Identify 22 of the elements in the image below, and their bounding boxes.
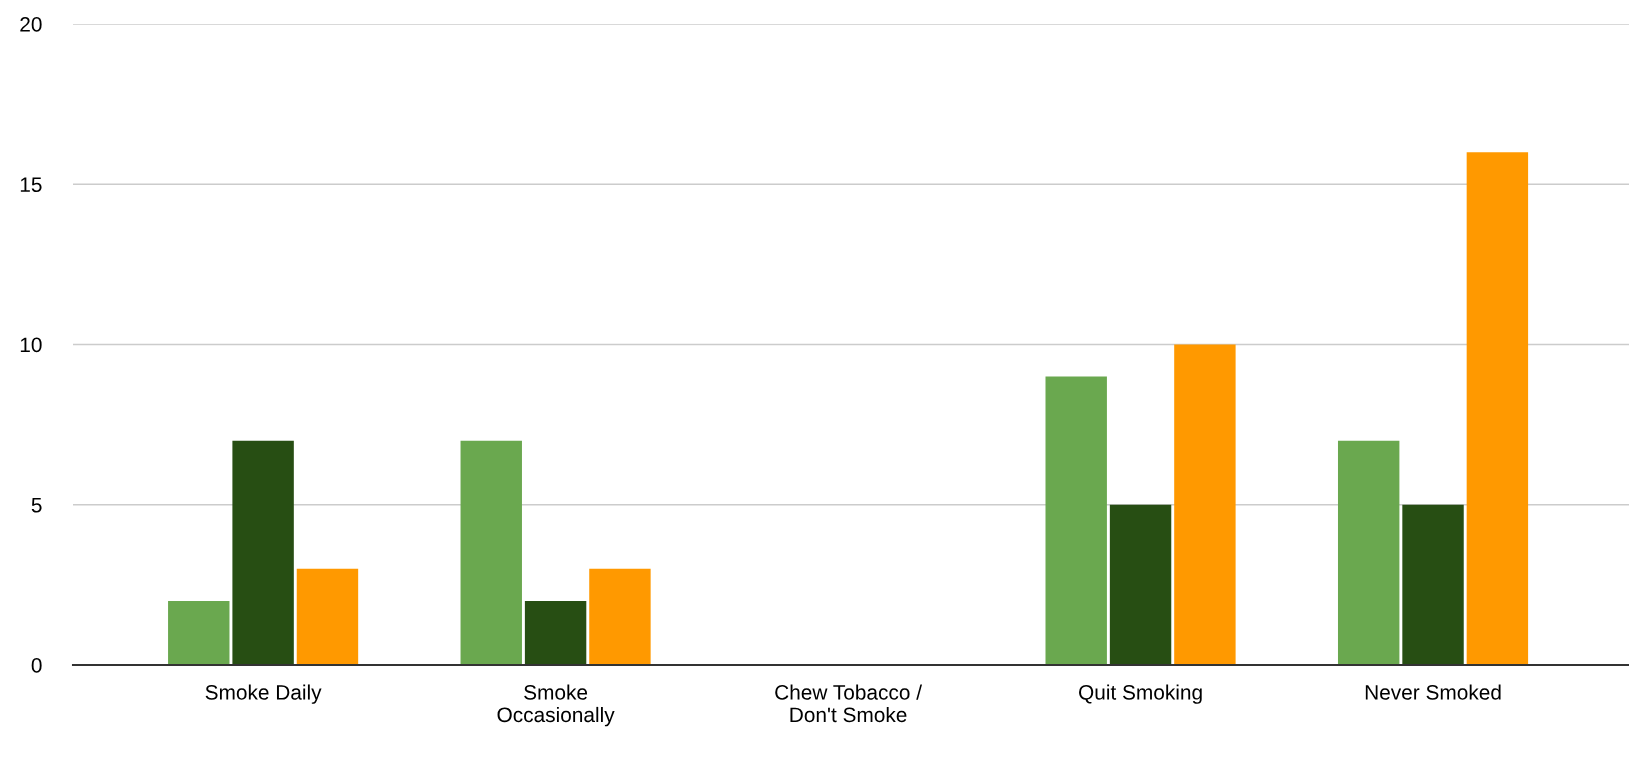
x-tick-label: Never Smoked: [1365, 684, 1501, 700]
bar: [168, 600, 230, 665]
bar: [296, 568, 359, 665]
x-tick-label: Chew Tobacco / Don't Smoke: [775, 684, 922, 723]
x-tick-label: Quit Smoking: [1079, 684, 1202, 704]
bar: [460, 440, 522, 665]
y-tick-label: 5: [31, 497, 42, 513]
y-tick-label: 0: [31, 658, 42, 673]
bar: [1337, 440, 1400, 665]
x-tick-label: Smoke Daily: [205, 684, 322, 704]
bar: [1174, 344, 1236, 665]
bar: [1109, 504, 1172, 665]
y-tick-label: 15: [20, 177, 42, 192]
bar: [1466, 152, 1529, 665]
bar: [524, 600, 587, 665]
bar: [1402, 504, 1464, 665]
bar: [1045, 376, 1107, 665]
x-tick-label: Smoke Occasionally: [497, 684, 615, 727]
bar: [232, 440, 294, 665]
bar: [589, 568, 651, 665]
y-tick-label: 20: [20, 17, 42, 32]
y-tick-label: 10: [20, 337, 42, 353]
